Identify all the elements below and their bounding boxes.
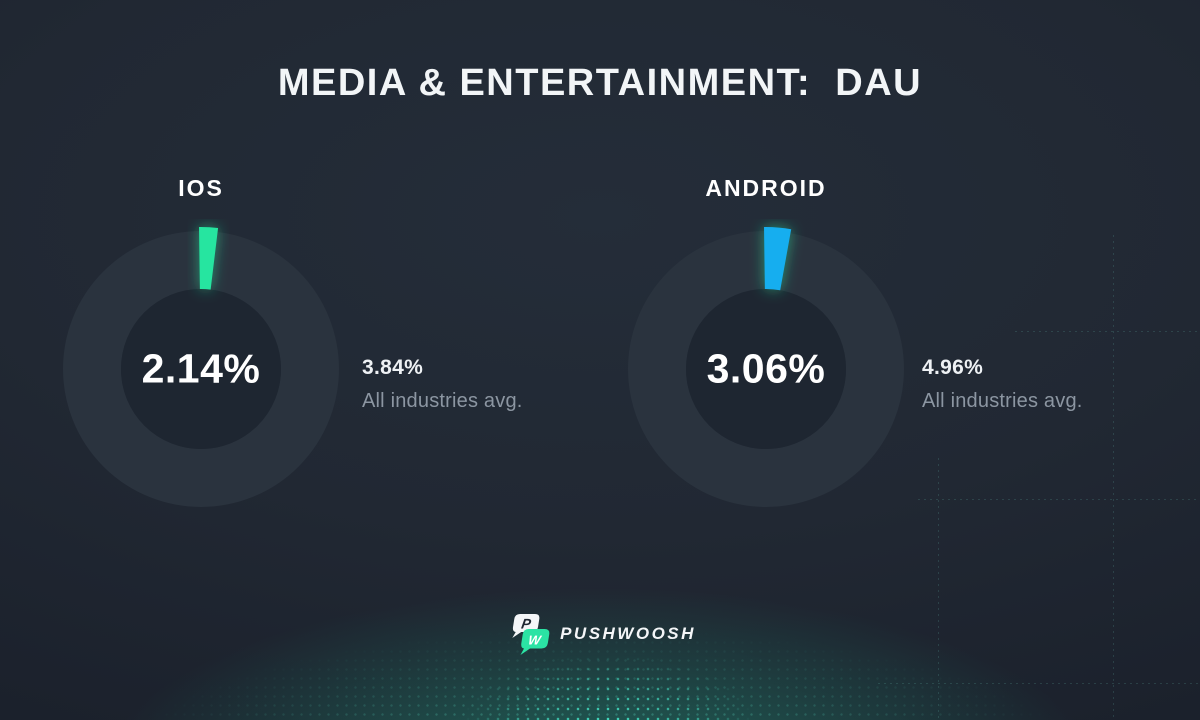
pushwoosh-logo: P W PUSHWOOSH — [504, 611, 696, 657]
logo-bubble-green — [520, 629, 550, 655]
platform-label-android: ANDROID — [705, 175, 827, 201]
page-title: MEDIA & ENTERTAINMENT: DAU — [277, 62, 923, 104]
benchmark-value-android: 4.96% — [922, 356, 984, 379]
grid-line-horizontal-2 — [918, 499, 1200, 500]
donut-hole — [686, 289, 846, 449]
grid-line-horizontal-3 — [878, 683, 1200, 684]
platform-label-ios: IOS — [178, 175, 224, 201]
donut-chart-ios — [63, 226, 339, 507]
benchmark-value-ios: 3.84% — [362, 356, 424, 379]
donut-hole — [121, 289, 281, 449]
grid-line-vertical-2 — [938, 458, 939, 720]
benchmark-android: 4.96% All industries avg. — [922, 356, 1083, 413]
grid-line-vertical-1 — [1113, 235, 1114, 720]
grid-line-horizontal-1 — [1015, 331, 1200, 332]
benchmark-caption-android: All industries avg. — [922, 390, 1083, 412]
halftone-dots-dome — [463, 654, 753, 720]
donut-value-segment — [199, 226, 219, 290]
benchmark-caption-ios: All industries avg. — [362, 390, 523, 412]
logo-letter-w: W — [527, 633, 543, 648]
pushwoosh-bubbles-icon: P W — [512, 614, 550, 655]
donut-center-value-android: 3.06% — [706, 345, 826, 392]
benchmark-ios: 3.84% All industries avg. — [362, 356, 523, 413]
donut-chart-android — [628, 226, 904, 507]
donut-center-value-ios: 2.14% — [141, 345, 261, 392]
brand-name: PUSHWOOSH — [560, 624, 696, 643]
donut-value-segment — [764, 226, 792, 291]
logo-letter-p: P — [520, 616, 532, 632]
logo-bubble-white — [512, 614, 540, 638]
